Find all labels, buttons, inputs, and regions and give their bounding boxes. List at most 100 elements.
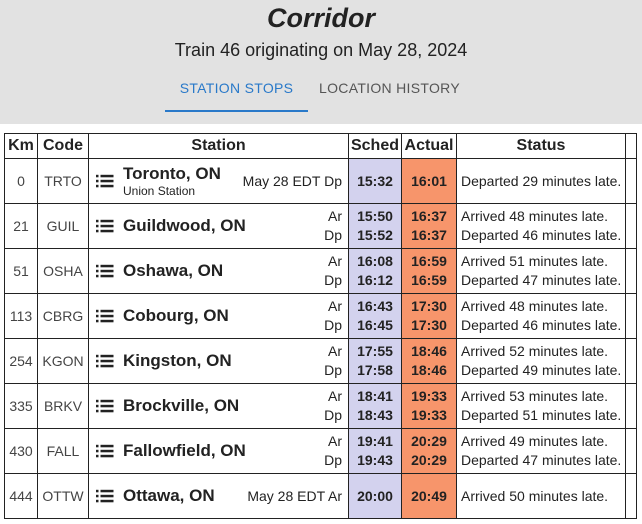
empty-cell (625, 428, 637, 474)
status-cell: Arrived 48 minutes late. Departed 46 minu… (456, 203, 626, 249)
status-cell: Arrived 50 minutes late. (456, 473, 626, 519)
stop-kind: Ar (328, 388, 342, 404)
status-text: Arrived 48 minutes late. (461, 208, 609, 224)
table-row: 430 FALL Fallowfield, ON Ar Dp 19:41 19:43 20:2… (4, 428, 637, 474)
empty-cell (625, 473, 637, 519)
stop-kind: Dp (324, 172, 342, 189)
sched-time: 16:45 (357, 317, 393, 333)
column-header: Status (456, 133, 626, 159)
empty-cell (625, 383, 637, 429)
station-name: Fallowfield, ON (123, 441, 246, 460)
tab[interactable]: STATION STOPS (165, 80, 308, 112)
sched-cell: 15:32 (348, 158, 402, 204)
actual-time: 19:33 (411, 407, 447, 423)
kind-line: Dp (324, 316, 342, 335)
actual-time: 17:30 (411, 317, 447, 333)
station-box: Brockville, ON Ar Dp (89, 387, 348, 425)
status-text: Departed 49 minutes late. (461, 362, 622, 378)
table-row: 51 OSHA Oshawa, ON Ar Dp 16:08 16:12 16:59 16:59… (4, 248, 637, 294)
km-cell: 335 (4, 383, 38, 429)
station-cell: Fallowfield, ON Ar Dp (88, 428, 349, 474)
station-name-box: Fallowfield, ON (123, 441, 246, 461)
list-icon[interactable] (95, 264, 115, 278)
actual-time: 16:37 (411, 208, 447, 224)
list-icon[interactable] (95, 174, 115, 188)
list-icon[interactable] (95, 354, 115, 368)
stop-kind: Ar (328, 298, 342, 314)
kind-line: May 28 EDT Dp (243, 172, 342, 191)
sched-time: 17:55 (357, 343, 393, 359)
table-row: 254 KGON Kingston, ON Ar Dp 17:55 17:58 18:46 18… (4, 338, 637, 384)
stop-kinds: May 28 EDT Ar (247, 487, 342, 506)
actual-time: 20:29 (411, 433, 447, 449)
stop-kind: Dp (324, 317, 342, 333)
column-header: Km (4, 133, 38, 159)
list-icon[interactable] (95, 444, 115, 458)
station-name-box: Guildwood, ON (123, 216, 246, 236)
stop-kind: Dp (324, 452, 342, 468)
kind-line: Ar (324, 297, 342, 316)
sched-time: 16:08 (357, 253, 393, 269)
actual-cell: 16:59 16:59 (401, 248, 457, 294)
list-icon[interactable] (95, 309, 115, 323)
station-box: Oshawa, ON Ar Dp (89, 252, 348, 290)
code-cell: FALL (37, 428, 89, 474)
sched-time: 16:43 (357, 298, 393, 314)
column-header: Sched (348, 133, 402, 159)
code-cell: OTTW (37, 473, 89, 519)
status-cell: Arrived 51 minutes late. Departed 47 minu… (456, 248, 626, 294)
km-cell: 21 (4, 203, 38, 249)
sched-cell: 16:08 16:12 (348, 248, 402, 294)
kind-line: Ar (324, 207, 342, 226)
station-name-box: Oshawa, ON (123, 261, 223, 281)
status-cell: Arrived 53 minutes late. Departed 51 minu… (456, 383, 626, 429)
status-text: Departed 46 minutes late. (461, 317, 622, 333)
station-name-box: Toronto, ON Union Station (123, 164, 221, 198)
station-name-box: Ottawa, ON (123, 486, 215, 506)
stop-kinds: Ar Dp (324, 207, 342, 245)
kind-line: Dp (324, 226, 342, 245)
station-name: Brockville, ON (123, 396, 240, 415)
date-note: May 28 EDT (247, 487, 325, 504)
actual-time: 16:37 (411, 227, 447, 243)
list-icon[interactable] (95, 489, 115, 503)
station-name-box: Kingston, ON (123, 351, 232, 371)
actual-cell: 16:01 (401, 158, 457, 204)
station-box: Kingston, ON Ar Dp (89, 342, 348, 380)
stop-kind: Dp (324, 272, 342, 288)
station-sub: Union Station (123, 184, 196, 198)
header: Corridor Train 46 originating on May 28,… (0, 0, 642, 124)
status-text: Arrived 53 minutes late. (461, 388, 609, 404)
station-name: Kingston, ON (123, 351, 232, 370)
column-header: Actual (401, 133, 457, 159)
kind-line: Dp (324, 451, 342, 470)
kind-line: Ar (324, 387, 342, 406)
station-box: Guildwood, ON Ar Dp (89, 207, 348, 245)
sched-time: 15:32 (357, 172, 393, 189)
sched-time: 18:43 (357, 407, 393, 423)
table-row: 0 TRTO Toronto, ON Union Station May 28 EDT … (4, 158, 637, 204)
station-cell: Kingston, ON Ar Dp (88, 338, 349, 384)
empty-cell (625, 293, 637, 339)
status-cell: Arrived 48 minutes late. Departed 46 minu… (456, 293, 626, 339)
sched-time: 19:41 (357, 433, 393, 449)
status-text: Departed 47 minutes late. (461, 452, 622, 468)
station-box: Toronto, ON Union Station May 28 EDT Dp (89, 164, 348, 198)
table-row: 113 CBRG Cobourg, ON Ar Dp 16:43 16:45 17:30 17:… (4, 293, 637, 339)
status-text: Arrived 49 minutes late. (461, 433, 609, 449)
sched-time: 20:00 (357, 487, 393, 504)
station-name-box: Brockville, ON (123, 396, 239, 416)
stop-kind: Ar (328, 208, 342, 224)
stop-kind: Ar (328, 433, 342, 449)
list-icon[interactable] (95, 219, 115, 233)
actual-cell: 19:33 19:33 (401, 383, 457, 429)
tab[interactable]: LOCATION HISTORY (319, 80, 460, 96)
kind-line: Ar (324, 342, 342, 361)
list-icon[interactable] (95, 399, 115, 413)
status-text: Arrived 48 minutes late. (461, 298, 609, 314)
sched-time: 15:50 (357, 208, 393, 224)
stop-kinds: Ar Dp (324, 387, 342, 425)
actual-cell: 20:29 20:29 (401, 428, 457, 474)
code-cell: BRKV (37, 383, 89, 429)
